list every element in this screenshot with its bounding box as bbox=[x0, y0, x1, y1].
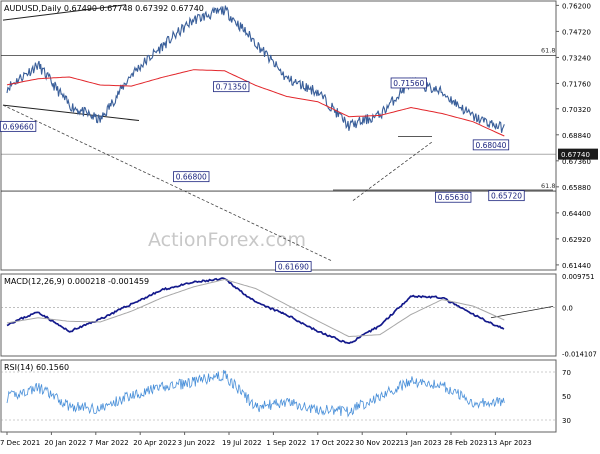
lower-trendline bbox=[2, 104, 140, 122]
price-annotation-box bbox=[435, 191, 472, 203]
current-price-label: 0.67740 bbox=[561, 151, 590, 159]
moving-average-series bbox=[6, 69, 505, 137]
price-annotation-label: 0.66800 bbox=[176, 173, 207, 182]
price-y-tick-label: 0.74720 bbox=[562, 28, 591, 36]
upper-trendline bbox=[2, 4, 127, 21]
price-y-tick-label: 0.76200 bbox=[562, 2, 591, 10]
rsi-y-tick-label: 50 bbox=[562, 393, 571, 401]
axis-layer: 0.76200 0.74720 0.73240 0.71760 0.70320 0.688… bbox=[0, 2, 598, 447]
macd-y-tick-label: 0.0 bbox=[562, 305, 573, 313]
price-y-tick-label: 0.67360 bbox=[562, 158, 591, 166]
rsi-y-tick-label: 70 bbox=[562, 369, 571, 377]
annotation-layer: 61.861.80.766000.713500.696600.668000.61… bbox=[0, 47, 555, 272]
x-tick-label: 20 Apr 2022 bbox=[133, 439, 176, 447]
price-annotation-box bbox=[390, 77, 427, 89]
rsi-series bbox=[6, 369, 505, 418]
x-tick-label: 7 Dec 2021 bbox=[0, 439, 40, 447]
price-y-tick-label: 0.65880 bbox=[562, 184, 591, 192]
macd-title: MACD(12,26,9) 0.000218 -0.001459 bbox=[4, 277, 149, 286]
current-price-tag bbox=[558, 148, 598, 160]
macd-series bbox=[6, 277, 505, 345]
price-annotation-label: 0.61690 bbox=[278, 263, 309, 272]
rsi-panel-frame bbox=[0, 359, 557, 433]
fib-level-label: 61.8 bbox=[541, 47, 555, 55]
price-title: AUDUSD,Daily 0.67490 0.67748 0.67392 0.6… bbox=[4, 4, 204, 13]
dashed-channel-line bbox=[352, 141, 433, 201]
price-annotation-box bbox=[0, 120, 37, 132]
price-annotation-box bbox=[275, 261, 312, 272]
price-y-tick-label: 0.64400 bbox=[562, 210, 591, 218]
price-y-tick-label: 0.73240 bbox=[562, 54, 591, 62]
price-annotation-label: 0.65720 bbox=[491, 192, 522, 201]
price-annotation-box bbox=[173, 171, 210, 183]
x-tick-label: 17 Oct 2022 bbox=[311, 439, 354, 447]
price-y-tick-label: 0.71760 bbox=[562, 80, 591, 88]
dashed-trendline bbox=[2, 104, 332, 261]
x-tick-label: 1 Sep 2022 bbox=[266, 439, 306, 447]
rsi-y-tick-label: 30 bbox=[562, 417, 571, 425]
x-tick-label: 3 Jun 2022 bbox=[178, 439, 216, 447]
x-tick-label: 19 Jul 2022 bbox=[222, 439, 262, 447]
watermark: ActionForex.com bbox=[148, 229, 306, 251]
price-y-tick-label: 0.61440 bbox=[562, 262, 591, 270]
x-tick-label: 28 Feb 2023 bbox=[444, 439, 488, 447]
macd-panel-frame bbox=[0, 273, 557, 357]
price-annotation-box bbox=[213, 81, 250, 93]
macd-signal-series bbox=[6, 278, 505, 338]
x-tick-label: 30 Nov 2022 bbox=[355, 439, 400, 447]
price-annotation-box bbox=[472, 139, 510, 151]
price-annotation-label: 0.71560 bbox=[393, 79, 424, 88]
trendline-layer bbox=[1, 4, 556, 319]
grid-layer bbox=[1, 307, 556, 421]
price-y-tick-label: 0.68840 bbox=[562, 132, 591, 140]
x-tick-label: 13 Apr 2023 bbox=[488, 439, 531, 447]
x-tick-label: 13 Jan 2023 bbox=[400, 439, 442, 447]
x-tick-label: 20 Jan 2022 bbox=[44, 439, 86, 447]
x-tick-label: 7 Mar 2022 bbox=[89, 439, 129, 447]
macd-divergence-line bbox=[490, 305, 554, 319]
macd-y-tick-label: -0.014107 bbox=[562, 350, 597, 358]
price-annotation-box bbox=[488, 190, 525, 202]
macd-y-tick-label: 0.009751 bbox=[562, 273, 594, 281]
price-annotation-label: 0.69660 bbox=[3, 122, 34, 131]
price-y-tick-label: 0.62920 bbox=[562, 236, 591, 244]
price-annotation-label: 0.71350 bbox=[216, 83, 247, 92]
price-annotation-label: 0.65630 bbox=[438, 193, 469, 202]
price-y-tick-label: 0.70320 bbox=[562, 106, 591, 114]
fib-level-label: 61.8 bbox=[541, 182, 555, 190]
rsi-title: RSI(14) 60.1560 bbox=[4, 363, 69, 372]
price-panel-frame bbox=[0, 0, 557, 271]
price-annotation-label: 0.68040 bbox=[475, 141, 506, 150]
